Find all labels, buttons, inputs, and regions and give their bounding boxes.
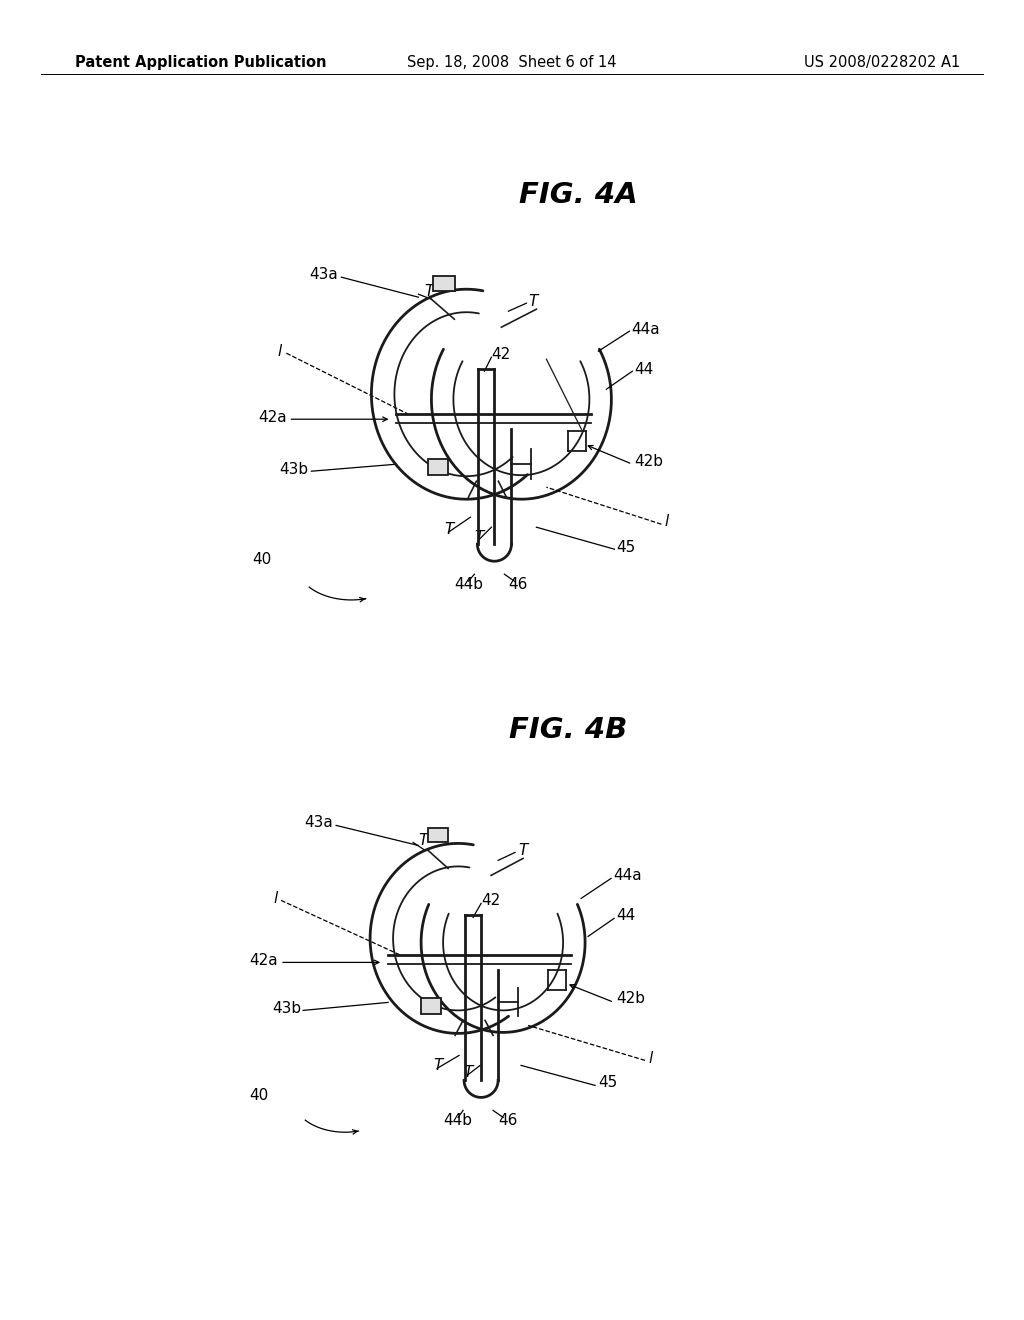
Text: 42: 42 — [492, 347, 511, 362]
Text: 45: 45 — [598, 1074, 617, 1090]
Text: l: l — [273, 891, 279, 906]
Text: l: l — [278, 343, 282, 359]
Text: 43b: 43b — [280, 462, 308, 477]
Text: l: l — [648, 1051, 652, 1067]
Text: 42b: 42b — [635, 454, 664, 469]
Text: 43a: 43a — [309, 267, 338, 281]
Text: T: T — [528, 294, 538, 309]
Text: T: T — [418, 833, 427, 847]
Text: 42a: 42a — [258, 409, 287, 425]
Text: T: T — [424, 284, 434, 298]
Text: 44a: 44a — [613, 869, 642, 883]
Text: 43a: 43a — [304, 814, 333, 830]
Text: 46: 46 — [498, 1113, 517, 1127]
FancyBboxPatch shape — [421, 998, 441, 1014]
Text: 46: 46 — [508, 577, 527, 591]
Text: 40: 40 — [249, 1088, 268, 1104]
Text: 45: 45 — [616, 540, 636, 554]
Text: T: T — [518, 843, 527, 858]
Text: l: l — [665, 513, 669, 529]
Text: FIG. 4B: FIG. 4B — [509, 715, 628, 744]
Text: 44b: 44b — [455, 577, 483, 591]
Text: 44: 44 — [616, 908, 635, 923]
Text: 44a: 44a — [632, 322, 660, 337]
Text: 42: 42 — [481, 892, 501, 908]
Text: T: T — [444, 521, 454, 537]
Text: 43b: 43b — [272, 1001, 301, 1016]
Text: T: T — [433, 1057, 442, 1073]
FancyBboxPatch shape — [428, 459, 449, 475]
FancyBboxPatch shape — [428, 829, 449, 842]
Text: Sep. 18, 2008  Sheet 6 of 14: Sep. 18, 2008 Sheet 6 of 14 — [408, 54, 616, 70]
Text: 42b: 42b — [616, 991, 645, 1006]
Text: Patent Application Publication: Patent Application Publication — [75, 54, 327, 70]
Text: T: T — [463, 1065, 472, 1080]
Text: 40: 40 — [252, 552, 271, 566]
Text: US 2008/0228202 A1: US 2008/0228202 A1 — [804, 54, 961, 70]
Text: FIG. 4A: FIG. 4A — [519, 181, 638, 210]
Text: T: T — [474, 529, 483, 545]
Text: 44: 44 — [635, 362, 653, 376]
Text: 44b: 44b — [443, 1113, 472, 1127]
Text: 42a: 42a — [250, 953, 279, 968]
FancyBboxPatch shape — [433, 276, 456, 292]
